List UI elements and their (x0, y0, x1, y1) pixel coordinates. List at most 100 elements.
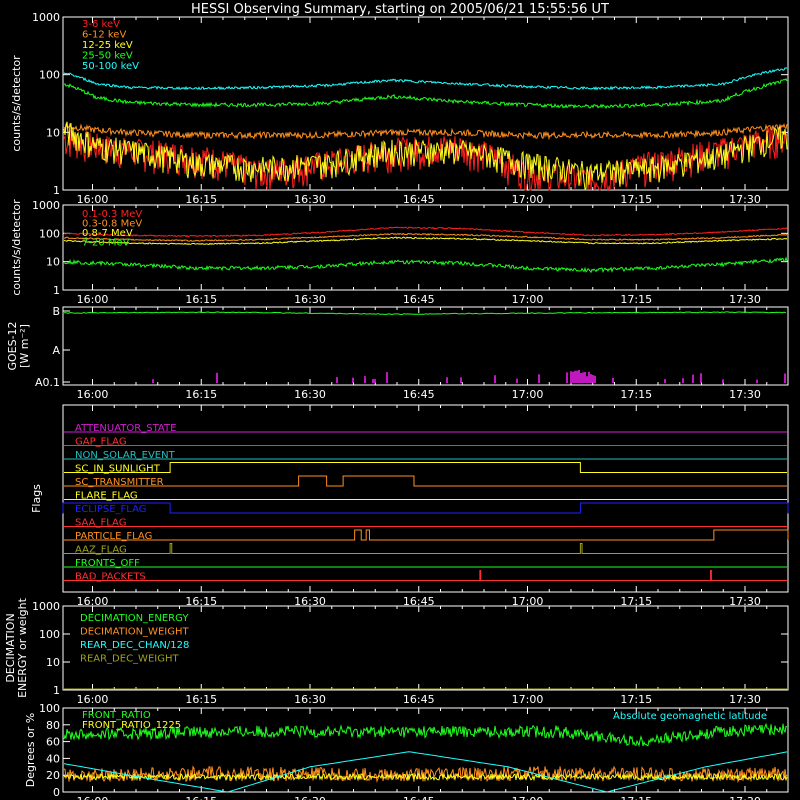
rear-counts-ytick-label: 1000 (32, 199, 60, 212)
decimation-xtick-label: 16:15 (185, 693, 217, 706)
rear-counts-legend-entry: 0.3-0.8 MeV (82, 219, 142, 230)
front-counts-ylabel: counts/s/detector (10, 55, 23, 152)
front-counts-xtick-label: 16:30 (294, 193, 326, 206)
goes-ytick-label: A0.1 (35, 376, 60, 389)
flag-label: ATTENUATOR_STATE (75, 423, 176, 434)
ratio-xtick-label: 17:00 (512, 795, 544, 800)
goes-xtick-label: 17:15 (620, 388, 652, 401)
ratio-series-line (63, 751, 788, 793)
front-counts-xtick-label: 17:30 (729, 193, 761, 206)
ratio-frame (62, 707, 789, 793)
goes-ylabel: [W m⁻²] (18, 324, 31, 368)
ratio-series-line (63, 772, 788, 782)
ratio-series-line (63, 722, 788, 748)
front-counts-xtick-label: 17:15 (620, 193, 652, 206)
flag-label: AAZ_FLAG (75, 545, 127, 556)
flags-frame (62, 404, 789, 593)
rear-counts-xtick-label: 16:45 (403, 293, 435, 306)
ratio-ytick-label: 100 (39, 702, 60, 715)
rear-counts-xtick-label: 17:30 (729, 293, 761, 306)
decimation-legend-entry: REAR_DEC_CHAN/128 (80, 640, 189, 651)
ratio-legend-entry: Absolute geomagnetic latitude (613, 711, 767, 722)
flag-line (64, 475, 787, 487)
rear-counts-series-line (63, 236, 788, 245)
goes-ytick-label: B (52, 305, 60, 318)
rear-counts-ytick-label: 10 (46, 256, 60, 269)
decimation-ytick-label: 1 (53, 684, 60, 697)
flags-ylabel: Flags (30, 484, 43, 513)
front-counts-xtick-label: 16:00 (77, 193, 109, 206)
flag-label: FLARE_FLAG (75, 491, 138, 502)
ratio-legend-entry: FRONT_RATIO (82, 710, 151, 721)
front-counts-series-line (63, 121, 788, 190)
flags-xtick-label: 16:15 (185, 595, 217, 608)
flag-line (64, 543, 787, 554)
decimation-xtick-label: 16:45 (403, 693, 435, 706)
ratio-xtick-label: 16:45 (403, 795, 435, 800)
flag-label: SC_TRANSMITTER (75, 477, 164, 488)
rear-counts-legend-entry: 0.1-0.3 MeV (82, 209, 142, 220)
front-counts-series-line (63, 67, 788, 91)
decimation-ytick-label: 1000 (32, 600, 60, 613)
ratio-ytick-label: 60 (46, 736, 60, 749)
front-counts-ytick-label: 10 (46, 126, 60, 139)
flags-xtick-label: 17:15 (620, 595, 652, 608)
flags-xtick-label: 16:45 (403, 595, 435, 608)
decimation-legend-entry: DECIMATION_ENERGY (80, 613, 189, 624)
ratio-ylabel: Degrees or % (24, 713, 37, 787)
ratio-ytick-label: 80 (46, 719, 60, 732)
front-counts-frame (62, 16, 789, 191)
rear-counts-xtick-label: 17:15 (620, 293, 652, 306)
front-counts-panel: 16:00 16:15 16:30 16:45 17:00 17:15 17:30 1 10 10… (10, 11, 789, 206)
front-counts-legend-entry: 50-100 keV (82, 61, 139, 72)
rear-counts-xtick-label: 16:15 (185, 293, 217, 306)
rear-counts-ylabel: counts/s/detector (10, 199, 23, 296)
front-counts-ytick-label: 100 (39, 69, 60, 82)
decimation-legend-entry: DECIMATION_WEIGHT (80, 627, 189, 638)
front-counts-xtick-label: 16:15 (185, 193, 217, 206)
front-counts-legend-entry: 6-12 keV (82, 30, 126, 41)
decimation-ytick-label: 100 (39, 628, 60, 641)
figure-title: HESSI Observing Summary, starting on 200… (191, 2, 609, 17)
rear-counts-series-line (63, 256, 788, 274)
ratio-ytick-label: 0 (53, 786, 60, 799)
rear-counts-frame (62, 204, 789, 291)
front-counts-xtick-label: 16:45 (403, 193, 435, 206)
decimation-ylabel: ENERGY or weight (16, 597, 29, 697)
ratio-ytick-label: 20 (46, 769, 60, 782)
front-counts-ytick-label: 1000 (32, 11, 60, 24)
front-counts-legend-entry: 12-25 keV (82, 40, 133, 51)
decimation-xtick-label: 17:00 (512, 693, 544, 706)
goes-xtick-label: 16:00 (77, 388, 109, 401)
ratio-xtick-label: 16:00 (77, 795, 109, 800)
rear-counts-legend-entry: 7-20 MeV (82, 238, 130, 249)
decimation-xtick-label: 17:30 (729, 693, 761, 706)
goes-ylabel: GOES-12 (6, 321, 19, 370)
goes-series-line (63, 311, 787, 316)
decimation-xtick-label: 16:30 (294, 693, 326, 706)
flags-panel: 16:00 16:15 16:30 16:45 17:00 17:15 17:30 Flags… (30, 404, 789, 608)
rear-counts-panel: 16:00 16:15 16:30 16:45 17:00 17:15 17:30 1 10 10… (10, 199, 789, 306)
goes-xtick-label: 16:45 (403, 388, 435, 401)
ratio-xtick-label: 16:30 (294, 795, 326, 800)
decimation-xtick-label: 16:00 (77, 693, 109, 706)
decimation-ytick-label: 10 (46, 656, 60, 669)
ratio-xtick-label: 16:15 (185, 795, 217, 800)
goes-series-line (152, 369, 786, 383)
rear-counts-xtick-label: 16:00 (77, 293, 109, 306)
rear-counts-series-line (63, 232, 788, 242)
goes-panel: 16:00 16:15 16:30 16:45 17:00 17:15 17:30 A0.1 A… (6, 305, 789, 401)
flag-line (64, 462, 787, 473)
flag-label: FRONTS_OFF (75, 558, 140, 569)
flag-line (64, 529, 789, 541)
ratio-ytick-label: 40 (46, 752, 60, 765)
rear-counts-legend-entry: 0.8-7 MeV (82, 228, 133, 239)
goes-xtick-label: 17:00 (512, 388, 544, 401)
goes-xtick-label: 17:30 (729, 388, 761, 401)
decimation-legend-entry: REAR_DEC_WEIGHT (80, 654, 179, 665)
flag-label: ECLIPSE_FLAG (75, 504, 146, 515)
flag-label: BAD_PACKETS (75, 572, 146, 583)
flag-label: PARTICLE_FLAG (75, 531, 152, 542)
rear-counts-ytick-label: 100 (39, 227, 60, 240)
